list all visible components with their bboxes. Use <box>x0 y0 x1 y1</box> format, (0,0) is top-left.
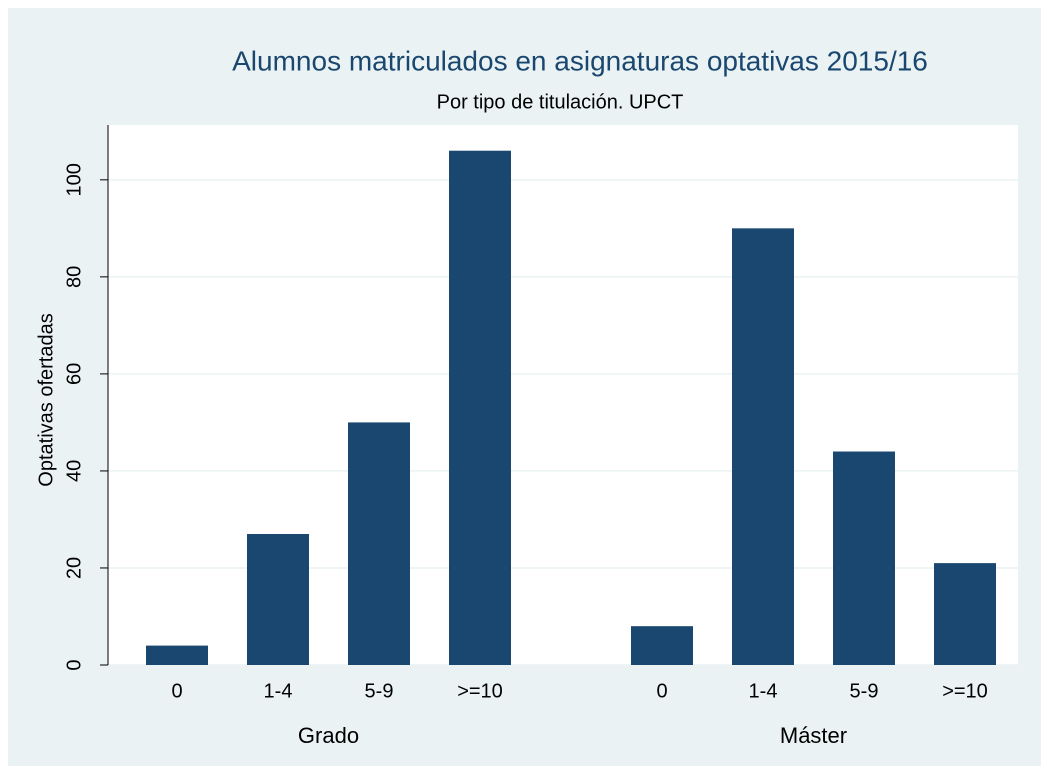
bar <box>449 150 511 665</box>
group-label: Máster <box>780 723 847 748</box>
chart-subtitle: Por tipo de titulación. UPCT <box>437 91 684 113</box>
x-tick-label: >=10 <box>942 680 988 702</box>
y-tick-label: 0 <box>63 659 85 670</box>
x-tick-label: 1-4 <box>749 680 778 702</box>
x-tick-label: 5-9 <box>365 680 394 702</box>
x-tick-label: 5-9 <box>850 680 879 702</box>
bar <box>146 645 208 665</box>
y-tick-label: 100 <box>63 163 85 196</box>
y-tick-label: 60 <box>63 363 85 385</box>
x-tick-label: 1-4 <box>264 680 293 702</box>
bar <box>247 534 309 665</box>
group-label: Grado <box>298 723 359 748</box>
x-tick-label: >=10 <box>457 680 503 702</box>
x-tick-label: 0 <box>171 680 182 702</box>
bar <box>934 563 996 665</box>
bar <box>631 626 693 665</box>
bar <box>833 451 895 665</box>
y-tick-label: 80 <box>63 266 85 288</box>
x-tick-label: 0 <box>656 680 667 702</box>
y-tick-label: 20 <box>63 557 85 579</box>
y-tick-label: 40 <box>63 460 85 482</box>
y-axis-label: Optativas ofertadas <box>35 313 57 486</box>
chart-title: Alumnos matriculados en asignaturas opta… <box>232 45 928 76</box>
bar <box>732 228 794 665</box>
bar <box>348 422 410 665</box>
